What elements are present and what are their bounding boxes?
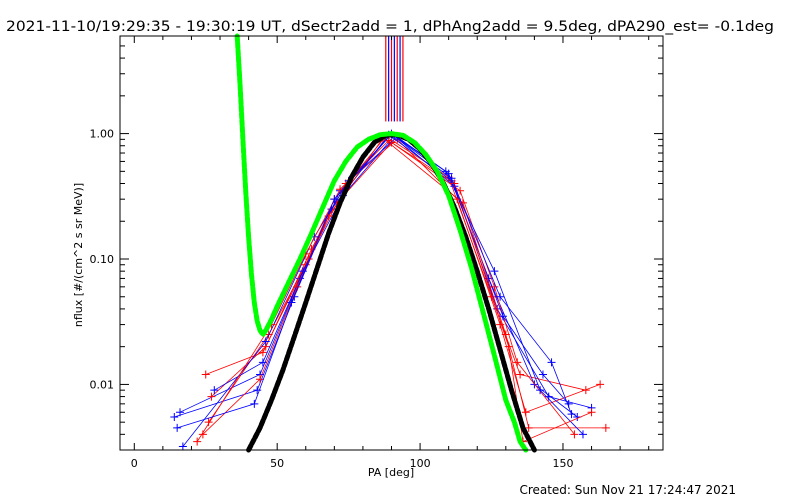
series-point <box>570 430 579 439</box>
series-point <box>256 375 265 384</box>
series-point <box>496 292 505 301</box>
series-point <box>490 267 499 276</box>
fit-curve <box>234 33 529 453</box>
x-tick-label: 50 <box>270 457 284 470</box>
series-point <box>253 386 262 395</box>
series-point <box>261 337 270 346</box>
series-point <box>170 412 179 421</box>
series-point <box>513 358 522 367</box>
x-axis-label: PA [deg] <box>368 466 414 479</box>
series-point <box>601 423 610 432</box>
series-point <box>201 370 210 379</box>
series-point <box>193 437 202 446</box>
x-tick-label: 0 <box>131 457 138 470</box>
series-point <box>250 399 259 408</box>
y-axis-label: nflux [#/(cm^2 s sr MeV)] <box>72 183 85 327</box>
series-point <box>536 386 545 395</box>
series-point <box>547 358 556 367</box>
series-point <box>504 342 513 351</box>
series-point <box>198 430 207 439</box>
y-tick-label: 0.01 <box>90 378 115 391</box>
created-timestamp: Created: Sun Nov 21 17:24:47 2021 <box>519 483 736 497</box>
x-tick-label: 100 <box>410 457 431 470</box>
series-point <box>498 312 507 321</box>
series-point <box>287 298 296 307</box>
series-point <box>207 392 216 401</box>
series-point <box>210 386 219 395</box>
series-point <box>578 430 587 439</box>
marker-layer <box>385 36 404 122</box>
series-point <box>456 186 465 195</box>
series-point <box>258 358 267 367</box>
series-point <box>173 423 182 432</box>
x-tick-label: 150 <box>552 457 573 470</box>
y-tick-label: 0.10 <box>90 253 115 266</box>
series-point <box>447 174 456 183</box>
series-point <box>596 380 605 389</box>
series-point <box>178 442 187 451</box>
series-point <box>330 195 339 204</box>
axis-layer: 0 50 100 150 0.01 0.10 1.00 <box>90 35 663 470</box>
y-tick-label: 1.00 <box>90 128 115 141</box>
series-point <box>587 408 596 417</box>
series-point <box>567 410 576 419</box>
series-point <box>524 423 533 432</box>
chart-title: 2021-11-10/19:29:35 - 19:30:19 UT, dSect… <box>6 19 774 35</box>
series-point <box>538 370 547 379</box>
series-point <box>516 370 525 379</box>
series-point <box>204 418 213 427</box>
fit-layer <box>234 33 537 453</box>
